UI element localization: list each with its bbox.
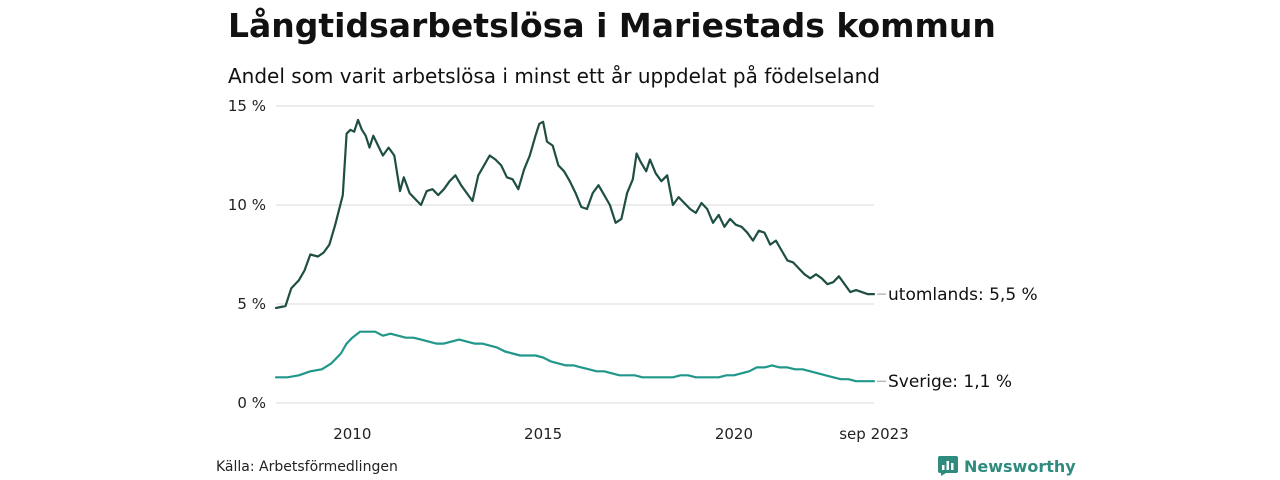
chart-subtitle: Andel som varit arbetslösa i minst ett å… (228, 64, 880, 88)
grid-lines (276, 105, 874, 404)
y-tick-label: 0 % (237, 394, 266, 412)
x-tick-label: 2010 (333, 425, 371, 443)
x-tick-label: 2015 (524, 425, 562, 443)
x-tick-label: 2020 (715, 425, 753, 443)
y-tick-label: 5 % (237, 295, 266, 313)
series-layer (274, 118, 876, 383)
series-line-sverige (274, 330, 876, 383)
y-tick-label: 10 % (228, 196, 266, 214)
chart-title: Långtidsarbetslösa i Mariestads kommun (228, 6, 996, 45)
end-labels: utomlands: 5,5 % Sverige: 1,1 % (877, 285, 1038, 392)
x-tick-label: sep 2023 (839, 425, 909, 443)
end-label-utomlands: utomlands: 5,5 % (888, 285, 1038, 305)
end-label-sverige: Sverige: 1,1 % (888, 372, 1012, 392)
y-tick-label: 15 % (228, 97, 266, 115)
y-axis-ticks: 0 % 5 % 10 % 15 % (228, 97, 266, 412)
series-line-utomlands (274, 118, 876, 310)
source-note: Källa: Arbetsförmedlingen (216, 459, 398, 475)
bar-chart-icon (938, 456, 958, 476)
brand-name: Newsworthy (964, 456, 1076, 476)
x-axis-ticks: 2010 2015 2020 sep 2023 (333, 425, 909, 443)
newsworthy-logo[interactable]: Newsworthy (938, 456, 1076, 476)
